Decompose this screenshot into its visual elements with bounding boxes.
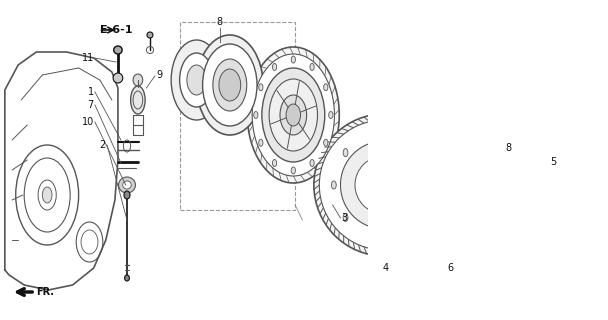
Text: 4: 4 bbox=[383, 263, 389, 273]
Circle shape bbox=[373, 231, 378, 239]
Text: 8: 8 bbox=[216, 17, 223, 27]
Text: 8: 8 bbox=[505, 143, 511, 153]
Circle shape bbox=[291, 167, 295, 174]
Circle shape bbox=[407, 225, 412, 233]
Ellipse shape bbox=[262, 68, 325, 162]
Ellipse shape bbox=[494, 142, 544, 242]
Circle shape bbox=[343, 213, 348, 221]
Circle shape bbox=[310, 160, 314, 166]
Ellipse shape bbox=[187, 65, 206, 95]
Ellipse shape bbox=[179, 53, 213, 107]
Circle shape bbox=[429, 164, 434, 172]
Ellipse shape bbox=[131, 86, 145, 114]
Ellipse shape bbox=[502, 158, 536, 226]
Circle shape bbox=[407, 137, 412, 145]
Ellipse shape bbox=[440, 142, 498, 228]
Ellipse shape bbox=[125, 275, 130, 281]
Circle shape bbox=[323, 84, 328, 91]
Ellipse shape bbox=[123, 181, 131, 189]
Ellipse shape bbox=[196, 35, 263, 135]
Ellipse shape bbox=[147, 32, 153, 38]
Ellipse shape bbox=[319, 120, 449, 250]
Ellipse shape bbox=[340, 141, 427, 229]
Ellipse shape bbox=[314, 114, 454, 256]
Bar bbox=[180, 22, 295, 210]
Ellipse shape bbox=[247, 47, 339, 183]
Text: 5: 5 bbox=[550, 157, 556, 167]
Circle shape bbox=[43, 187, 52, 203]
Text: 11: 11 bbox=[81, 53, 94, 63]
Circle shape bbox=[429, 198, 434, 206]
Circle shape bbox=[254, 111, 258, 118]
Ellipse shape bbox=[269, 79, 317, 151]
Ellipse shape bbox=[113, 73, 123, 83]
Circle shape bbox=[259, 84, 263, 91]
Ellipse shape bbox=[119, 177, 136, 193]
Text: FR.: FR. bbox=[36, 287, 54, 297]
Circle shape bbox=[343, 148, 348, 156]
Ellipse shape bbox=[114, 46, 122, 54]
Ellipse shape bbox=[202, 44, 257, 126]
Ellipse shape bbox=[133, 74, 143, 86]
Text: 3: 3 bbox=[342, 213, 348, 223]
Circle shape bbox=[259, 139, 263, 146]
Ellipse shape bbox=[460, 171, 478, 199]
Text: 9: 9 bbox=[156, 70, 162, 80]
Text: E-6-1: E-6-1 bbox=[100, 25, 133, 35]
Ellipse shape bbox=[286, 104, 300, 126]
Ellipse shape bbox=[213, 59, 247, 111]
Circle shape bbox=[323, 139, 328, 146]
Ellipse shape bbox=[171, 40, 222, 120]
Text: 1: 1 bbox=[88, 87, 94, 97]
Bar bbox=[454, 165, 487, 205]
Text: 10: 10 bbox=[81, 117, 94, 127]
Ellipse shape bbox=[355, 156, 413, 214]
Circle shape bbox=[329, 111, 333, 118]
Text: 7: 7 bbox=[88, 100, 94, 110]
Ellipse shape bbox=[454, 163, 483, 207]
Circle shape bbox=[373, 132, 378, 140]
Circle shape bbox=[331, 181, 336, 189]
Ellipse shape bbox=[446, 151, 492, 219]
Circle shape bbox=[272, 160, 277, 166]
Ellipse shape bbox=[219, 69, 241, 101]
Ellipse shape bbox=[431, 223, 440, 233]
Circle shape bbox=[291, 56, 295, 63]
Circle shape bbox=[310, 63, 314, 70]
Circle shape bbox=[272, 63, 277, 70]
Text: 2: 2 bbox=[100, 140, 106, 150]
Ellipse shape bbox=[280, 95, 306, 135]
Ellipse shape bbox=[124, 191, 130, 199]
Ellipse shape bbox=[252, 54, 334, 176]
Text: 6: 6 bbox=[447, 263, 454, 273]
